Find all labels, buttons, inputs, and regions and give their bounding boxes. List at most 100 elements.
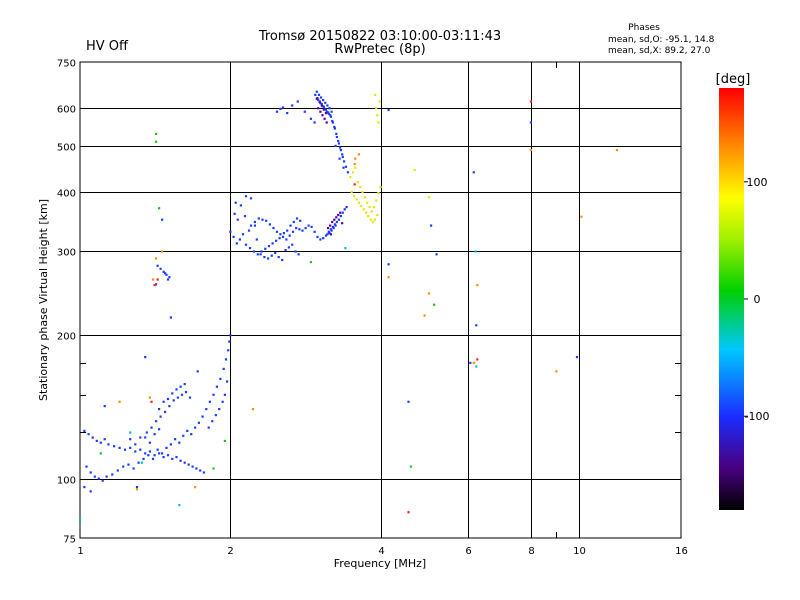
data-point [343,160,346,163]
data-point [118,400,121,403]
data-point [304,227,307,230]
x-tick-label: 4 [378,546,384,557]
data-point [387,263,390,266]
data-point [239,204,242,207]
data-point [333,218,336,221]
colorbar-label: [deg] [716,72,751,87]
data-point [369,218,372,221]
data-point [150,426,153,429]
data-point [315,90,318,93]
x-tick-label: 8 [528,546,534,557]
data-point [168,405,171,408]
data-point [151,278,155,281]
data-point [267,245,271,248]
data-point [161,218,164,221]
data-point [105,475,108,478]
data-point [195,467,198,470]
data-point [178,441,181,444]
data-point [251,408,255,411]
data-point [353,183,356,186]
data-point [259,253,262,256]
data-point [367,215,370,218]
data-point [164,410,167,414]
data-point [221,400,224,403]
data-point [178,504,181,507]
data-point [329,115,332,118]
data-point [99,452,102,455]
data-point [342,166,345,169]
data-point [249,224,253,227]
data-point [169,443,172,446]
data-point [214,414,217,417]
data-point [159,415,162,418]
data-point [322,108,325,111]
data-point [249,197,253,200]
data-point [279,233,282,236]
data-point [229,230,232,233]
data-point [103,438,106,441]
x-tick-label: 1 [77,546,83,557]
data-point [175,456,178,459]
data-point [317,93,321,96]
data-point [325,121,328,124]
data-point [322,105,325,108]
data-point [161,250,164,253]
data-point [374,218,377,221]
data-point [236,218,239,221]
data-point [184,391,188,394]
colorbar [719,88,744,510]
data-point [309,261,312,264]
data-point [329,224,332,227]
data-point [113,445,116,448]
data-point [129,431,132,434]
data-point [341,222,344,225]
data-point [339,149,342,152]
data-point [324,101,327,104]
data-point [271,242,274,245]
data-point [335,220,338,224]
data-point [370,210,373,213]
y-tick-label: 200 [57,332,76,343]
data-point [247,229,251,232]
data-point [156,448,159,451]
data-point [111,473,114,476]
data-point [295,217,299,220]
data-point [165,273,168,276]
data-point [350,190,353,194]
data-point [299,219,302,222]
data-point [329,114,332,117]
data-point [362,208,365,211]
data-point [243,215,247,218]
data-point [270,254,273,257]
data-point [580,215,583,218]
data-point [337,142,340,145]
data-point [409,465,412,468]
data-point [194,486,197,489]
data-point [215,385,218,388]
x-tick-label: 10 [573,546,586,557]
data-point [303,110,306,113]
data-point [153,454,156,457]
data-point [354,157,357,160]
data-point [368,206,371,209]
grid [80,62,681,538]
data-point [260,250,263,253]
chart-subtitle: RwPretec (8p) [334,42,425,57]
phases-heading: Phases [628,23,660,33]
data-point [83,486,86,489]
data-point [101,479,104,482]
data-point [275,239,278,242]
data-point [158,452,161,455]
data-point [375,199,378,202]
data-point [129,446,132,449]
data-point [265,219,268,222]
data-point [190,433,193,436]
data-point [159,267,162,270]
x-tick-label: 6 [465,546,471,557]
data-point [355,198,358,201]
data-point [89,471,92,474]
data-point [338,157,341,160]
data-point [166,454,170,457]
data-point [134,443,137,446]
data-point [282,232,285,235]
